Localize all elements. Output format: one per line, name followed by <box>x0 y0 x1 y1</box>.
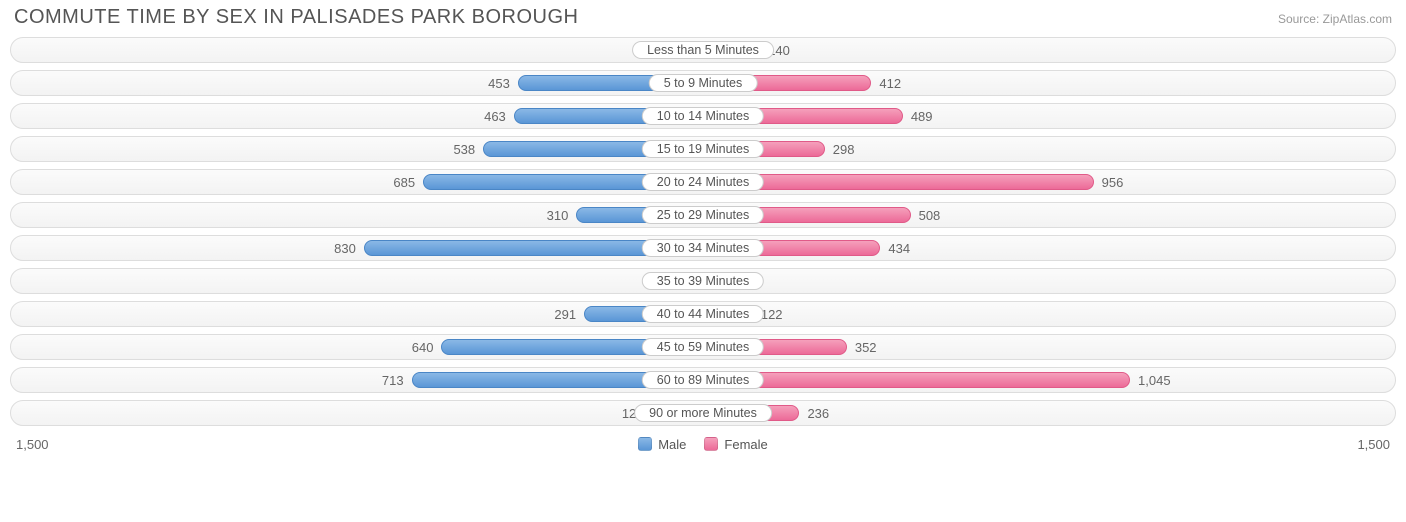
male-value-label: 685 <box>385 175 423 190</box>
chart-row: 713 1,045 60 to 89 Minutes <box>10 367 1396 393</box>
female-value-label: 352 <box>847 340 885 355</box>
chart-row: 310 508 25 to 29 Minutes <box>10 202 1396 228</box>
row-left-side: 18 <box>11 269 703 293</box>
chart-container: COMMUTE TIME BY SEX IN PALISADES PARK BO… <box>0 0 1406 463</box>
female-value-label: 956 <box>1094 175 1132 190</box>
category-label: Less than 5 Minutes <box>632 41 774 59</box>
male-value-label: 538 <box>445 142 483 157</box>
category-label: 60 to 89 Minutes <box>642 371 764 389</box>
chart-footer: 1,500 Male Female 1,500 <box>10 433 1396 455</box>
female-value-label: 489 <box>903 109 941 124</box>
male-value-label: 640 <box>404 340 442 355</box>
row-left-side: 830 <box>11 236 703 260</box>
row-right-side: 956 <box>703 170 1395 194</box>
row-left-side: 126 <box>11 401 703 425</box>
row-left-side: 453 <box>11 71 703 95</box>
row-right-side: 412 <box>703 71 1395 95</box>
male-value-label: 713 <box>374 373 412 388</box>
female-value-label: 298 <box>825 142 863 157</box>
row-left-side: 28 <box>11 38 703 62</box>
chart-row: 28140Less than 5 Minutes <box>10 37 1396 63</box>
chart-row: 538 298 15 to 19 Minutes <box>10 136 1396 162</box>
row-right-side: 55 <box>703 269 1395 293</box>
row-right-side: 298 <box>703 137 1395 161</box>
female-value-label: 1,045 <box>1130 373 1179 388</box>
row-right-side: 489 <box>703 104 1395 128</box>
row-right-side: 508 <box>703 203 1395 227</box>
row-left-side: 640 <box>11 335 703 359</box>
legend-swatch-male <box>638 437 652 451</box>
chart-title: COMMUTE TIME BY SEX IN PALISADES PARK BO… <box>14 6 578 29</box>
category-label: 40 to 44 Minutes <box>642 305 764 323</box>
chart-row: 685 956 20 to 24 Minutes <box>10 169 1396 195</box>
chart-row: 640 352 45 to 59 Minutes <box>10 334 1396 360</box>
legend-item-female: Female <box>704 437 767 452</box>
male-value-label: 830 <box>326 241 364 256</box>
category-label: 30 to 34 Minutes <box>642 239 764 257</box>
female-bar <box>703 372 1130 388</box>
chart-row: 291 12240 to 44 Minutes <box>10 301 1396 327</box>
chart-header: COMMUTE TIME BY SEX IN PALISADES PARK BO… <box>10 4 1396 37</box>
chart-row: 185535 to 39 Minutes <box>10 268 1396 294</box>
row-left-side: 310 <box>11 203 703 227</box>
legend-swatch-female <box>704 437 718 451</box>
row-right-side: 434 <box>703 236 1395 260</box>
axis-label-right: 1,500 <box>1357 437 1390 452</box>
legend-item-male: Male <box>638 437 686 452</box>
row-left-side: 463 <box>11 104 703 128</box>
male-value-label: 463 <box>476 109 514 124</box>
row-left-side: 291 <box>11 302 703 326</box>
male-value-label: 453 <box>480 76 518 91</box>
row-right-side: 236 <box>703 401 1395 425</box>
row-right-side: 122 <box>703 302 1395 326</box>
row-right-side: 140 <box>703 38 1395 62</box>
diverging-bar-chart: 28140Less than 5 Minutes 453 412 5 to 9 Min… <box>10 37 1396 426</box>
category-label: 20 to 24 Minutes <box>642 173 764 191</box>
male-value-label: 310 <box>539 208 577 223</box>
female-value-label: 236 <box>799 406 837 421</box>
chart-row: 463 489 10 to 14 Minutes <box>10 103 1396 129</box>
category-label: 5 to 9 Minutes <box>649 74 758 92</box>
chart-row: 453 412 5 to 9 Minutes <box>10 70 1396 96</box>
axis-label-left: 1,500 <box>16 437 49 452</box>
chart-source: Source: ZipAtlas.com <box>1278 12 1392 26</box>
chart-row: 830 434 30 to 34 Minutes <box>10 235 1396 261</box>
legend-label-male: Male <box>658 437 686 452</box>
category-label: 10 to 14 Minutes <box>642 107 764 125</box>
female-value-label: 508 <box>911 208 949 223</box>
category-label: 35 to 39 Minutes <box>642 272 764 290</box>
category-label: 45 to 59 Minutes <box>642 338 764 356</box>
category-label: 25 to 29 Minutes <box>642 206 764 224</box>
legend-label-female: Female <box>724 437 767 452</box>
row-left-side: 538 <box>11 137 703 161</box>
female-value-label: 412 <box>871 76 909 91</box>
row-right-side: 352 <box>703 335 1395 359</box>
chart-row: 126 236 90 or more Minutes <box>10 400 1396 426</box>
male-value-label: 291 <box>546 307 584 322</box>
row-left-side: 713 <box>11 368 703 392</box>
row-right-side: 1,045 <box>703 368 1395 392</box>
legend: Male Female <box>638 437 768 452</box>
category-label: 90 or more Minutes <box>634 404 772 422</box>
row-left-side: 685 <box>11 170 703 194</box>
category-label: 15 to 19 Minutes <box>642 140 764 158</box>
female-value-label: 434 <box>880 241 918 256</box>
